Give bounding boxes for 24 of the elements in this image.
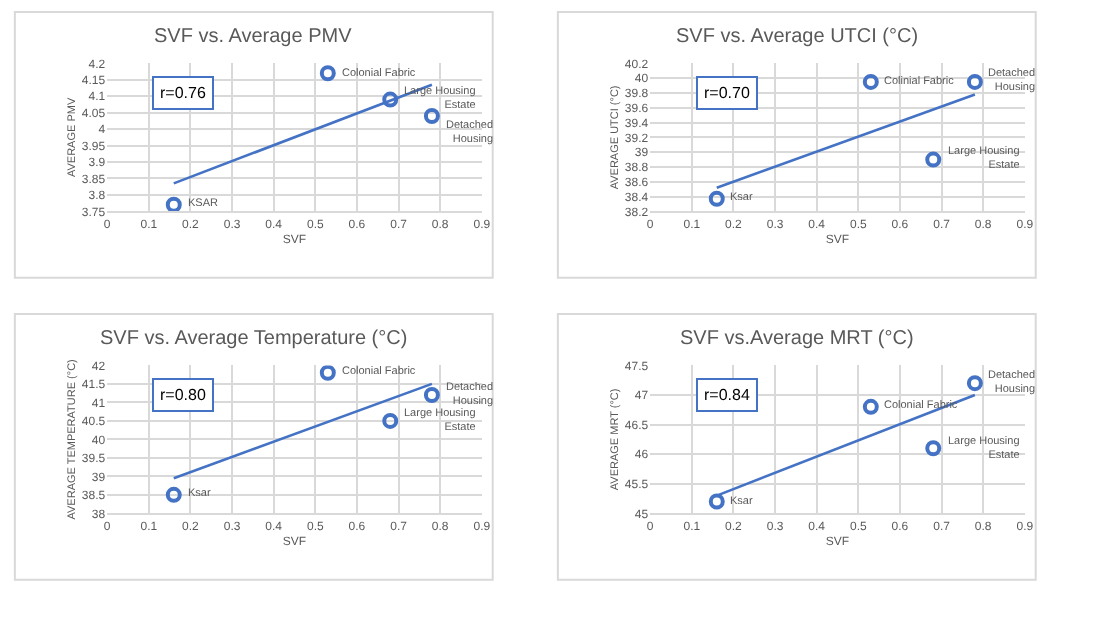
- annotation: r=0.76: [160, 84, 207, 102]
- point: [423, 386, 440, 403]
- chart-title: SVF vs. Average UTCI (°C): [676, 26, 919, 48]
- chart-title: SVF vs. Average PMV: [154, 26, 353, 48]
- point: [319, 365, 336, 381]
- point: [862, 73, 879, 90]
- point: [382, 91, 399, 108]
- point: [862, 398, 879, 415]
- annotation: r=0.70: [704, 84, 751, 102]
- point: [708, 190, 725, 207]
- point: [966, 375, 983, 392]
- chart-title: SVF vs.Average MRT (°C): [680, 328, 914, 350]
- point: [925, 151, 942, 168]
- chart-title: SVF vs. Average Temperature (°C): [100, 328, 408, 350]
- point: [382, 412, 399, 429]
- annotation: r=0.80: [160, 386, 207, 404]
- point: [925, 440, 942, 457]
- annotation: r=0.84: [704, 386, 751, 404]
- point: [708, 493, 725, 510]
- point: [165, 196, 182, 212]
- point: [165, 486, 182, 503]
- point: [966, 73, 983, 90]
- point: [423, 108, 440, 124]
- point: [319, 65, 336, 82]
